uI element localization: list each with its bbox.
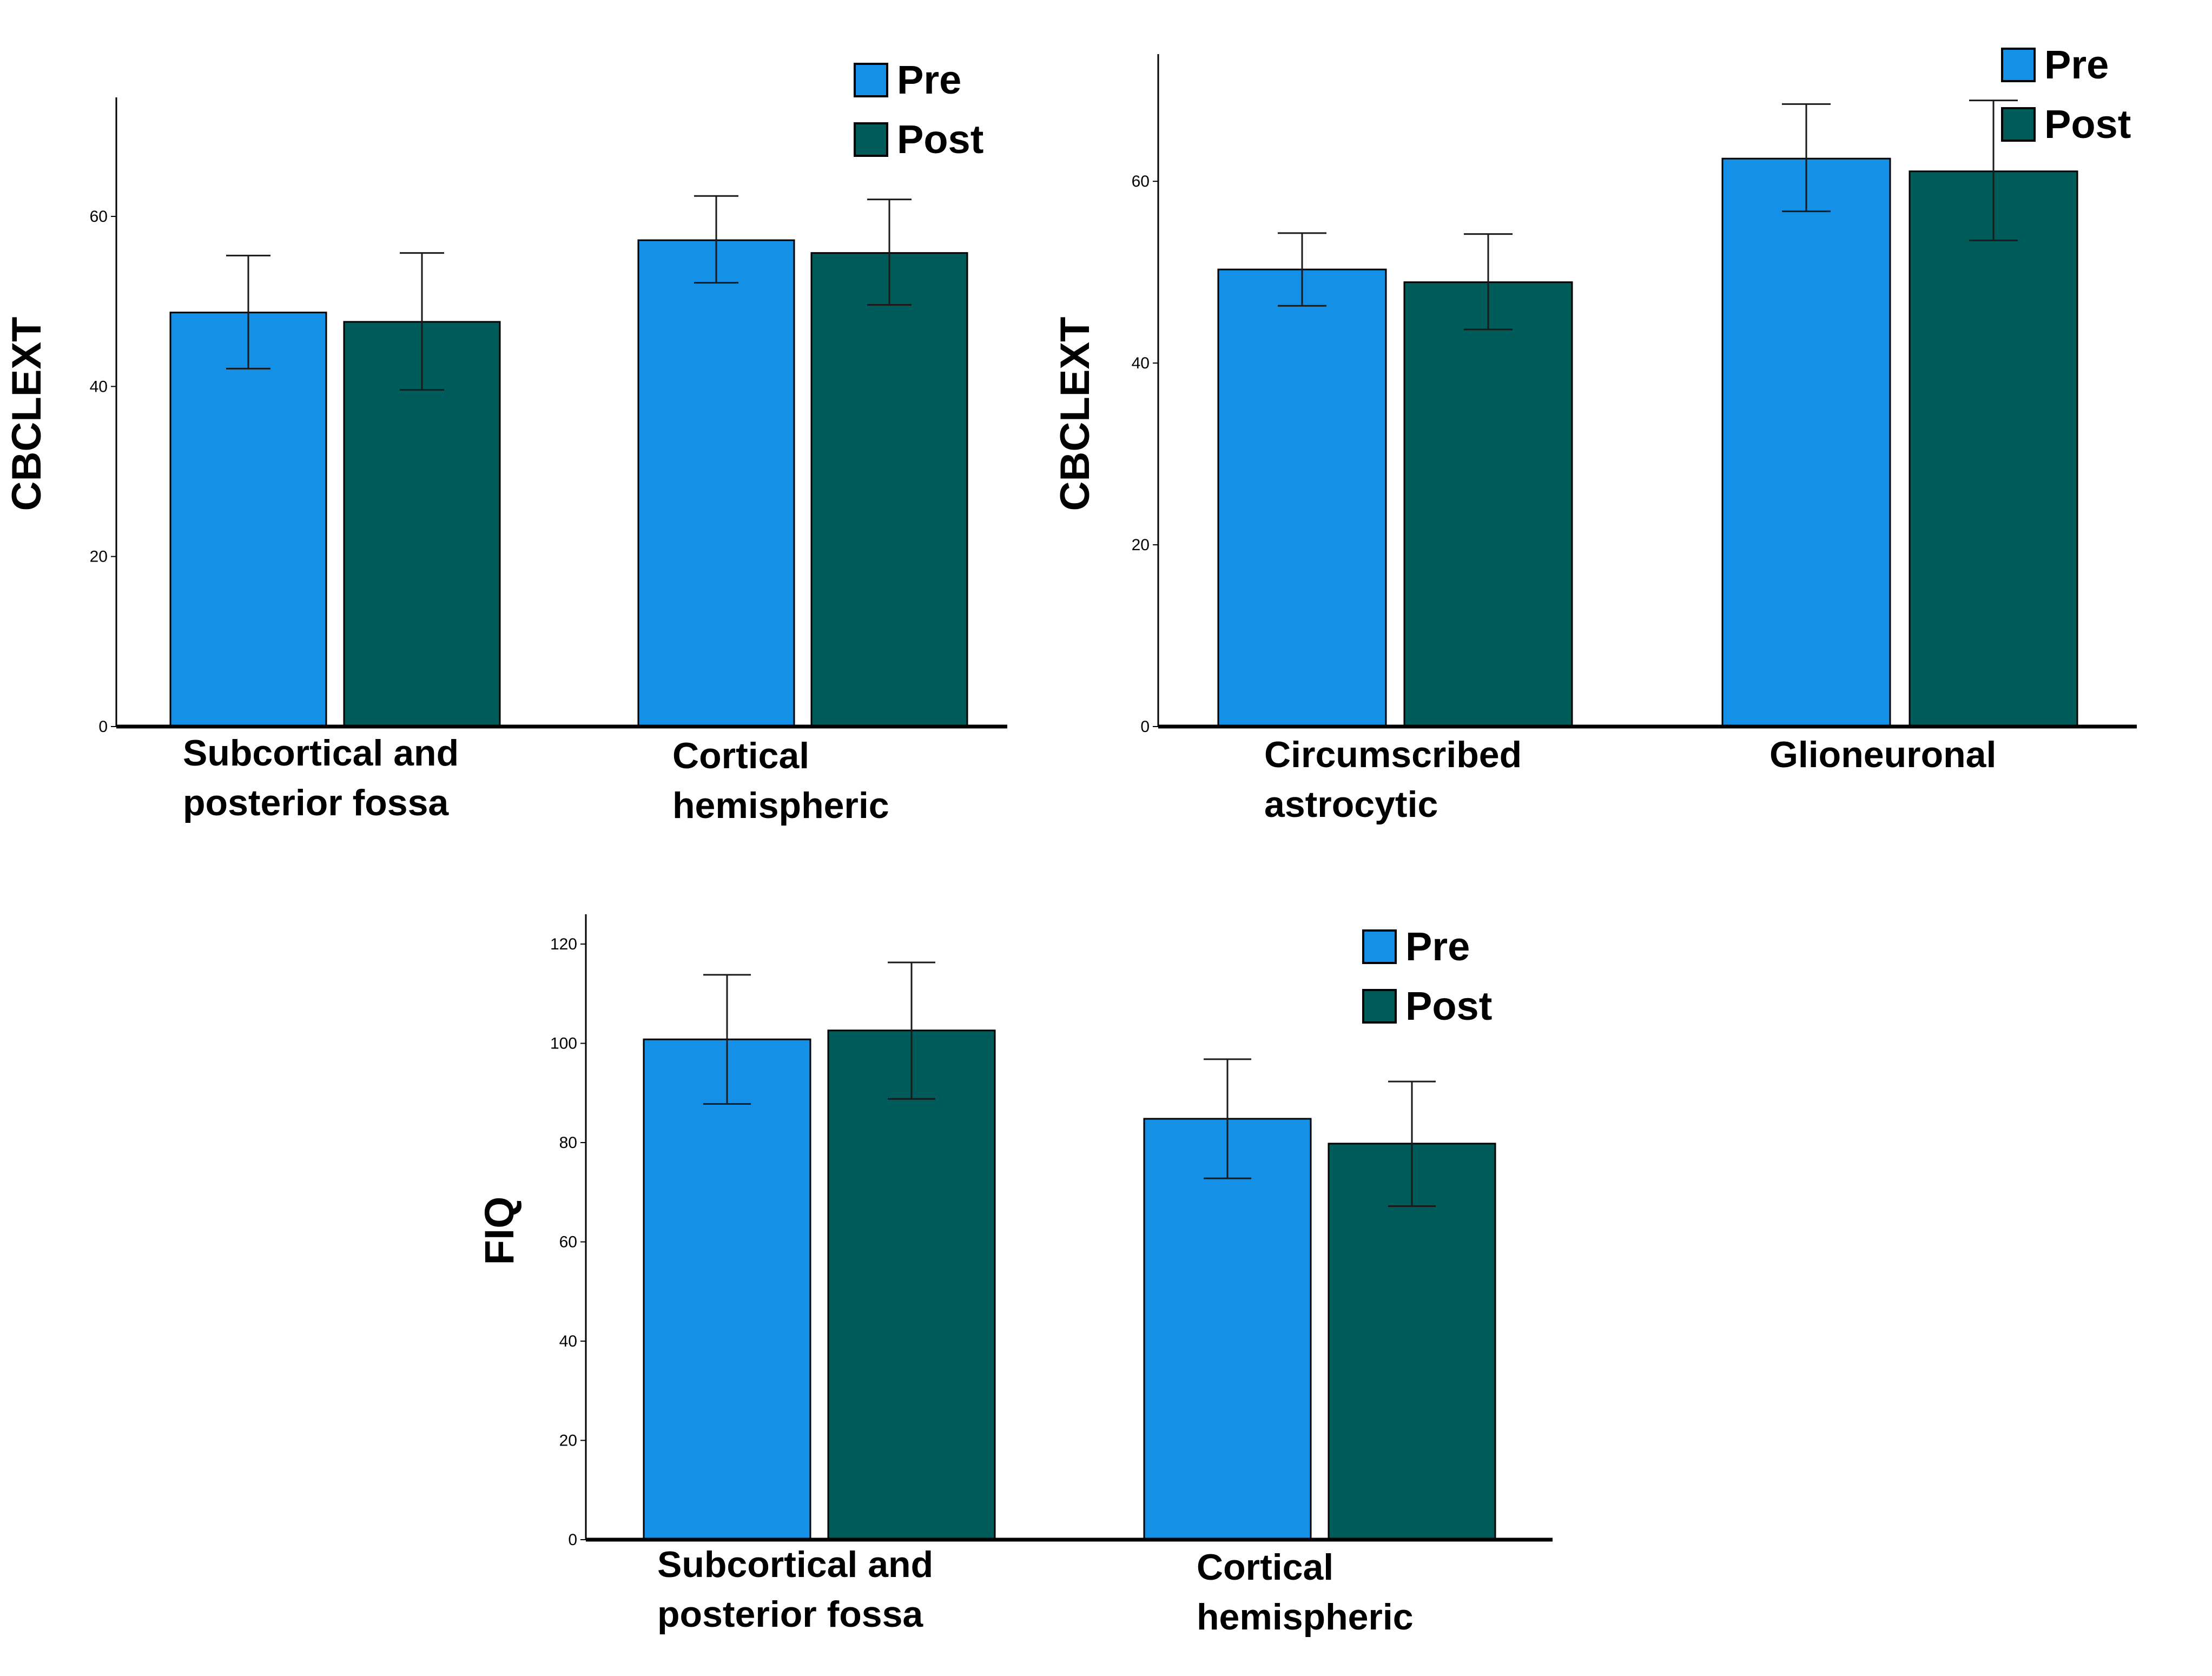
bar-post-2 <box>1328 1143 1496 1541</box>
x-category-label-line: Circumscribed <box>1264 734 1522 775</box>
legend-label-pre: Pre <box>1405 924 1470 969</box>
x-category-label: Circumscribed astrocytic <box>1264 734 1522 825</box>
legend-label-pre: Pre <box>2044 42 2109 87</box>
legend-label-post: Post <box>897 117 983 162</box>
bar-post-1 <box>827 1030 996 1541</box>
legend-swatch-pre <box>1362 929 1397 964</box>
y-tick-label: 60 <box>1132 173 1150 190</box>
bar-post-2 <box>1909 170 2078 728</box>
x-category-label-line: Subcortical and <box>657 1544 933 1585</box>
y-tick-label: 60 <box>90 208 108 226</box>
x-category-label-line: Cortical <box>672 735 809 776</box>
legend-label-post: Post <box>1405 984 1492 1028</box>
x-category-label: Cortical hemispheric <box>672 735 889 826</box>
legend-swatch-pre <box>854 63 888 97</box>
y-tick-label: 40 <box>90 378 108 395</box>
legend-label-post: Post <box>2044 102 2131 147</box>
x-category-label-line: astrocytic <box>1264 784 1438 825</box>
bar-pre-2 <box>1143 1118 1312 1541</box>
chart-top-left: 0 20 40 60 CBCLEXT Subcortical and posterior f… <box>4 57 1007 826</box>
y-tick-label: 80 <box>559 1134 577 1152</box>
bar-pre-1 <box>169 312 327 728</box>
x-category-label-line: Cortical <box>1197 1547 1333 1588</box>
y-tick-label: 100 <box>550 1035 577 1053</box>
legend-swatch-post <box>1362 989 1397 1024</box>
y-tick-label: 20 <box>1132 536 1150 554</box>
y-tick-label: 60 <box>559 1233 577 1251</box>
y-tick-label: 20 <box>559 1432 577 1450</box>
bar-pre-1 <box>1217 268 1387 728</box>
y-tick-label: 0 <box>98 718 108 736</box>
chart-top-right: 0 20 40 60 CBCLEXT Circumscribed astrocytic Gli… <box>1052 42 2137 825</box>
x-category-label: Subcortical and posterior fossa <box>657 1544 933 1635</box>
legend-swatch-pre <box>2001 48 2036 82</box>
chart-bottom: 0 20 40 60 80 100 120 FIQ Subcortical and posteri… <box>477 914 1553 1638</box>
legend-swatch-post <box>2001 107 2036 142</box>
x-category-label: Cortical hemispheric <box>1197 1547 1414 1638</box>
x-category-label-line: posterior fossa <box>183 782 449 823</box>
y-tick-label: 40 <box>1132 354 1150 372</box>
y-axis-title: CBCLEXT <box>1052 317 1098 511</box>
y-axis-title: CBCLEXT <box>4 317 50 511</box>
y-tick-label: 0 <box>568 1531 577 1549</box>
x-category-label: Glioneuronal <box>1769 734 1996 775</box>
legend-label-pre: Pre <box>897 57 961 102</box>
x-category-label: Subcortical and posterior fossa <box>183 733 459 823</box>
y-tick-label: 20 <box>90 548 108 566</box>
x-category-label-line: hemispheric <box>672 785 889 826</box>
bar-pre-2 <box>1721 157 1891 728</box>
bar-pre-2 <box>637 239 795 728</box>
bar-post-1 <box>1403 281 1573 728</box>
y-tick-label: 40 <box>559 1332 577 1350</box>
bar-post-2 <box>810 252 968 728</box>
legend-swatch-post <box>854 122 888 157</box>
y-tick-label: 120 <box>550 935 577 953</box>
x-category-label-line: Subcortical and <box>183 733 459 774</box>
y-axis-title: FIQ <box>477 1197 523 1265</box>
y-tick-label: 0 <box>1140 718 1150 736</box>
bar-pre-1 <box>643 1038 811 1541</box>
x-category-label-line: Glioneuronal <box>1769 734 1996 775</box>
x-category-label-line: hemispheric <box>1197 1596 1414 1638</box>
x-category-label-line: posterior fossa <box>657 1594 923 1635</box>
